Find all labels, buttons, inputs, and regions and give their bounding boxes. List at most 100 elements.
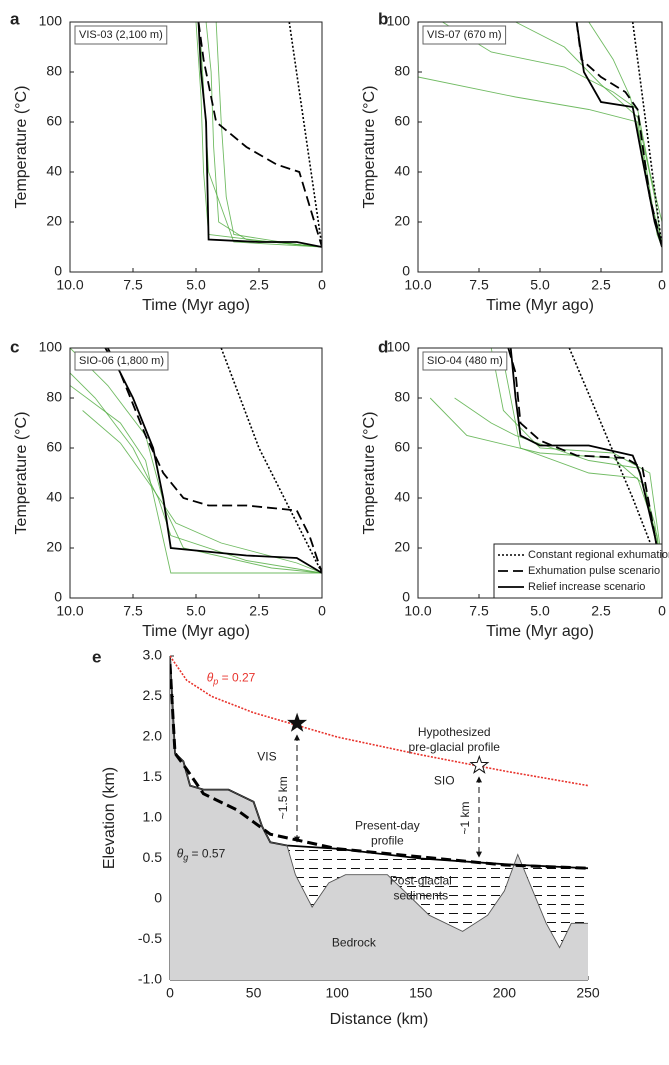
- y-tick-label: 40: [46, 489, 62, 505]
- annotation: Hypothesized: [418, 725, 491, 739]
- series-line: [418, 76, 662, 243]
- x-axis-label: Time (Myr ago): [486, 297, 594, 314]
- annotation: pre-glacial profile: [409, 740, 501, 754]
- series-line: [442, 21, 662, 223]
- panel-letter: e: [92, 647, 101, 666]
- y-tick-label: 1.0: [143, 809, 163, 825]
- x-axis-label: Time (Myr ago): [142, 623, 250, 640]
- y-tick-label: 0: [402, 263, 410, 279]
- x-tick-label: 10.0: [56, 277, 83, 293]
- sample-label: SIO-04 (480 m): [427, 355, 503, 367]
- y-tick-label: 40: [394, 489, 410, 505]
- x-axis-label: Time (Myr ago): [142, 297, 250, 314]
- x-tick-label: 5.0: [186, 277, 206, 293]
- y-tick-label: 20: [394, 213, 410, 229]
- series-line: [70, 385, 322, 574]
- y-tick-label: 100: [387, 13, 411, 29]
- sample-label-box: [74, 25, 168, 45]
- y-axis-label: Temperature (°C): [361, 412, 378, 535]
- subscript: g: [183, 853, 188, 863]
- series-line: [106, 347, 322, 574]
- sample-label: VIS-03 (2,100 m): [79, 29, 163, 41]
- sample-label: SIO-06 (1,800 m): [79, 355, 164, 367]
- x-tick-label: 250: [576, 985, 600, 1001]
- x-tick-label: 5.0: [530, 277, 550, 293]
- x-tick-label: 5.0: [186, 603, 206, 619]
- series-line: [70, 347, 322, 574]
- x-tick-label: 0: [318, 603, 326, 619]
- x-tick-label: 0: [166, 985, 174, 1001]
- series-line: [575, 21, 662, 248]
- y-tick-label: 0: [154, 890, 162, 906]
- y-tick-label: 20: [46, 539, 62, 555]
- x-tick-label: 2.5: [591, 603, 611, 619]
- series-line: [220, 347, 322, 574]
- series-line: [170, 664, 588, 870]
- y-tick-label: -0.5: [138, 930, 162, 946]
- series-line: [205, 21, 322, 248]
- site-label: SIO: [434, 774, 455, 788]
- symbol: θ: [207, 671, 214, 685]
- y-tick-label: 40: [394, 163, 410, 179]
- y-tick-label: 100: [39, 339, 63, 355]
- y-tick-label: 60: [394, 439, 410, 455]
- series-line: [170, 655, 588, 949]
- series-line: [288, 21, 322, 248]
- y-axis-label: Temperature (°C): [13, 412, 30, 535]
- y-tick-label: 1.5: [143, 768, 163, 784]
- y-tick-label: 80: [46, 389, 62, 405]
- x-tick-label: 5.0: [530, 603, 550, 619]
- exponent-label: θp = 0.27: [207, 671, 256, 687]
- series-line: [82, 410, 322, 574]
- series-line: [70, 372, 322, 574]
- y-tick-label: 0.5: [143, 849, 163, 865]
- y-tick-label: 3.0: [143, 647, 163, 663]
- x-tick-label: 0: [318, 277, 326, 293]
- y-axis-label: Temperature (°C): [13, 86, 30, 209]
- subscript: p: [212, 677, 218, 687]
- y-tick-label: -1.0: [138, 971, 162, 987]
- y-tick-label: 0: [54, 589, 62, 605]
- annotation: Bedrock: [332, 936, 377, 950]
- plot-frame: [69, 21, 323, 273]
- plot-frame: [417, 21, 663, 273]
- annotation: Present-day: [355, 818, 420, 832]
- panel-letter: a: [10, 9, 20, 28]
- y-tick-label: 60: [46, 113, 62, 129]
- x-tick-label: 200: [493, 985, 517, 1001]
- annotation: profile: [371, 833, 404, 847]
- exponent-label: θg = 0.57: [177, 847, 226, 863]
- x-tick-label: 0: [658, 277, 666, 293]
- series-line: [195, 21, 322, 248]
- panel-letter: b: [378, 9, 388, 28]
- site-label: VIS: [257, 749, 276, 763]
- x-tick-label: 0: [658, 603, 666, 619]
- y-tick-label: 60: [46, 439, 62, 455]
- x-axis-label: Time (Myr ago): [486, 623, 594, 640]
- y-tick-label: 2.5: [143, 687, 163, 703]
- legend-label: Relief increase scenario: [528, 581, 645, 593]
- series-line: [197, 21, 322, 248]
- annotation: ~1.5 km: [276, 776, 290, 819]
- y-tick-label: 20: [46, 213, 62, 229]
- series-line: [631, 21, 662, 248]
- x-tick-label: 7.5: [123, 603, 143, 619]
- y-tick-label: 0: [402, 589, 410, 605]
- y-axis-label: Elevation (km): [101, 767, 118, 869]
- y-tick-label: 40: [46, 163, 62, 179]
- series-line: [104, 347, 322, 574]
- x-tick-label: 50: [246, 985, 262, 1001]
- x-tick-label: 100: [326, 985, 350, 1001]
- x-tick-label: 150: [409, 985, 433, 1001]
- series-line: [509, 347, 662, 574]
- area: [170, 656, 588, 980]
- annotation: ~1 km: [458, 801, 472, 834]
- y-tick-label: 80: [394, 389, 410, 405]
- plot-area: [70, 347, 322, 574]
- x-axis-label: Distance (km): [330, 1011, 429, 1028]
- plot-area: [418, 21, 662, 248]
- series-line: [197, 21, 322, 248]
- plot-area: [429, 347, 662, 574]
- annotation: Post-glacial: [390, 873, 452, 887]
- x-tick-label: 10.0: [404, 277, 431, 293]
